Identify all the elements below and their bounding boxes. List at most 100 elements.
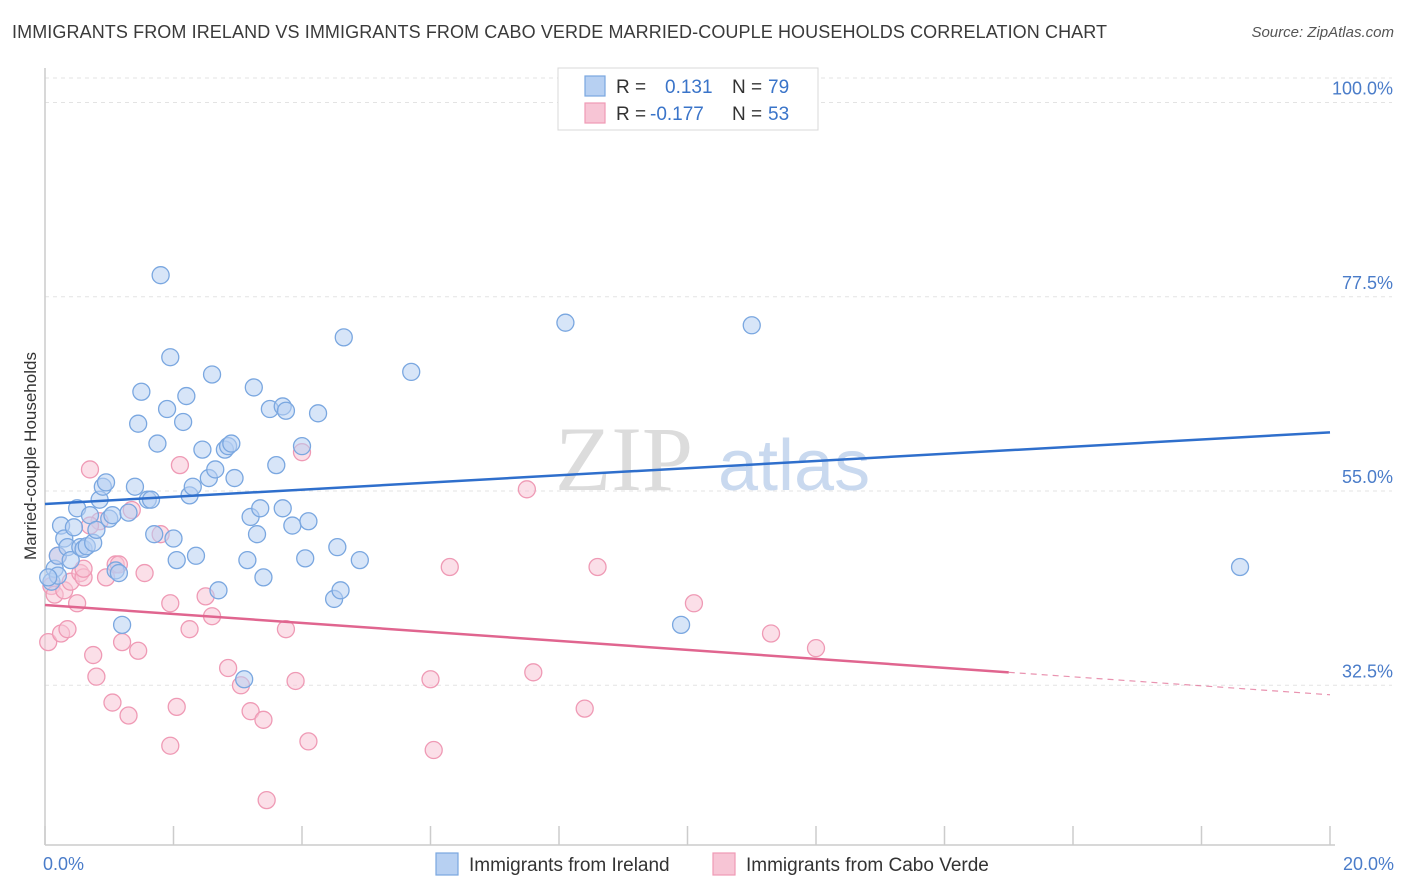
- cabo-verde-point-22: [129, 641, 148, 660]
- ireland-point-57: [254, 568, 273, 587]
- ireland-point-40: [183, 477, 202, 496]
- bottom-legend-label-cabo-verde: Immigrants from Cabo Verde: [746, 855, 989, 876]
- ireland-point-51: [235, 670, 254, 689]
- bottom-legend-swatch-ireland: [435, 852, 459, 876]
- cabo-verde-point-28: [170, 455, 190, 475]
- legend-n-label-1: N =: [732, 77, 762, 98]
- cabo-verde-point-35: [254, 710, 273, 729]
- ireland-point-25: [125, 477, 145, 496]
- axes: [44, 68, 1335, 846]
- legend-r-value-2: -0.177: [650, 104, 704, 125]
- cabo-verde-point-36: [257, 790, 276, 810]
- ireland-point-56: [251, 499, 270, 518]
- ireland-point-8: [64, 518, 84, 537]
- cabo-verde-point-8: [67, 594, 87, 613]
- ireland-point-76: [742, 316, 761, 335]
- ireland-point-22: [109, 563, 129, 583]
- cabo-verde-point-48: [684, 594, 704, 613]
- ireland-point-33: [157, 399, 177, 419]
- ireland-point-64: [292, 436, 312, 456]
- ireland-point-34: [161, 348, 180, 367]
- cabo-verde-point-11: [80, 460, 100, 479]
- ireland-point-54: [244, 378, 263, 397]
- ireland-point-29: [141, 490, 161, 509]
- ireland-point-49: [222, 434, 241, 453]
- legend-n-value-1: 79: [768, 77, 789, 98]
- cabo-verde-point-20: [119, 706, 138, 725]
- ireland-point-55: [247, 525, 267, 544]
- ireland-point-32: [151, 266, 170, 285]
- ireland-point-44: [202, 365, 222, 384]
- cabo-verde-point-43: [440, 557, 459, 577]
- y-tick-label-2: 55.0%: [1342, 467, 1393, 487]
- ireland-point-37: [173, 412, 193, 432]
- series-ireland-points: [39, 266, 1250, 689]
- cabo-verde-point-0: [39, 632, 58, 652]
- ireland-point-31: [148, 434, 167, 453]
- ireland-point-18: [96, 473, 116, 492]
- x-tick-marks: [44, 826, 1331, 845]
- ireland-point-60: [273, 499, 292, 518]
- cabo-verde-point-40: [299, 732, 318, 751]
- bottom-legend-swatch-cabo-verde: [712, 852, 736, 876]
- cabo-verde-point-38: [286, 671, 305, 691]
- ireland-trend-line: [44, 431, 1331, 506]
- ireland-point-45: [206, 460, 225, 479]
- cabo-verde-point-23: [135, 563, 154, 583]
- watermark: ZIP atlas: [555, 408, 870, 510]
- ireland-point-20: [103, 506, 122, 525]
- cabo-verde-point-12: [84, 645, 103, 665]
- cabo-verde-point-47: [588, 557, 607, 577]
- ireland-point-24: [119, 503, 138, 522]
- ireland-point-75: [671, 615, 691, 634]
- cabo-verde-point-29: [180, 620, 199, 639]
- legend-n-label-2: N =: [732, 104, 762, 125]
- y-tick-labels: 100.0% 77.5% 55.0% 32.5%: [1332, 79, 1393, 682]
- ireland-point-74: [556, 313, 575, 332]
- cabo-verde-point-44: [517, 480, 537, 499]
- ireland-point-59: [267, 455, 286, 475]
- cabo-verde-point-50: [806, 639, 826, 658]
- ireland-point-63: [283, 516, 302, 535]
- cabo-verde-point-52: [74, 559, 93, 578]
- cabo-verde-point-16: [103, 693, 122, 712]
- ireland-point-42: [193, 440, 212, 459]
- ireland-point-62: [276, 401, 296, 420]
- ireland-point-70: [331, 581, 350, 600]
- ireland-point-38: [177, 386, 196, 406]
- x-tick-labels: 0.0% 20.0%: [43, 854, 1394, 874]
- legend-n-value-2: 53: [768, 104, 789, 125]
- legend-r-label-2: R =: [616, 104, 646, 125]
- cabo-verde-point-46: [575, 699, 594, 718]
- cabo-verde-trend-extension: [1008, 671, 1331, 696]
- chart-title: IMMIGRANTS FROM IRELAND VS IMMIGRANTS FR…: [12, 22, 1108, 42]
- y-tick-label-0: 100.0%: [1332, 79, 1393, 99]
- ireland-point-41: [186, 546, 206, 565]
- legend-r-value-1: 0.131: [665, 77, 713, 98]
- ireland-point-52: [238, 550, 257, 570]
- ireland-point-27: [132, 382, 151, 401]
- trend-lines: [44, 431, 1331, 696]
- y-tick-label-1: 77.5%: [1342, 273, 1393, 293]
- ireland-point-50: [225, 468, 244, 488]
- ireland-point-72: [350, 550, 369, 570]
- ireland-point-73: [402, 362, 421, 382]
- cabo-verde-point-41: [421, 670, 440, 689]
- x-tick-label-max: 20.0%: [1343, 854, 1394, 874]
- ireland-point-65: [296, 549, 315, 568]
- ireland-point-67: [308, 404, 328, 423]
- ireland-point-30: [145, 525, 164, 544]
- ireland-point-35: [164, 529, 183, 548]
- bottom-legend-label-ireland: Immigrants from Ireland: [469, 855, 670, 876]
- ireland-point-7: [61, 550, 80, 570]
- cabo-verde-point-6: [58, 620, 77, 639]
- bottom-legend: Immigrants from Ireland Immigrants from …: [435, 852, 989, 876]
- cabo-verde-point-26: [161, 736, 180, 755]
- cabo-verde-point-32: [218, 658, 238, 678]
- watermark-zip: ZIP: [555, 408, 693, 510]
- legend-swatch-ireland: [584, 75, 606, 97]
- x-tick-label-min: 0.0%: [43, 854, 84, 874]
- legend: R = 0.131 N = 79 R = -0.177 N = 53: [557, 67, 819, 131]
- ireland-point-78: [39, 568, 58, 587]
